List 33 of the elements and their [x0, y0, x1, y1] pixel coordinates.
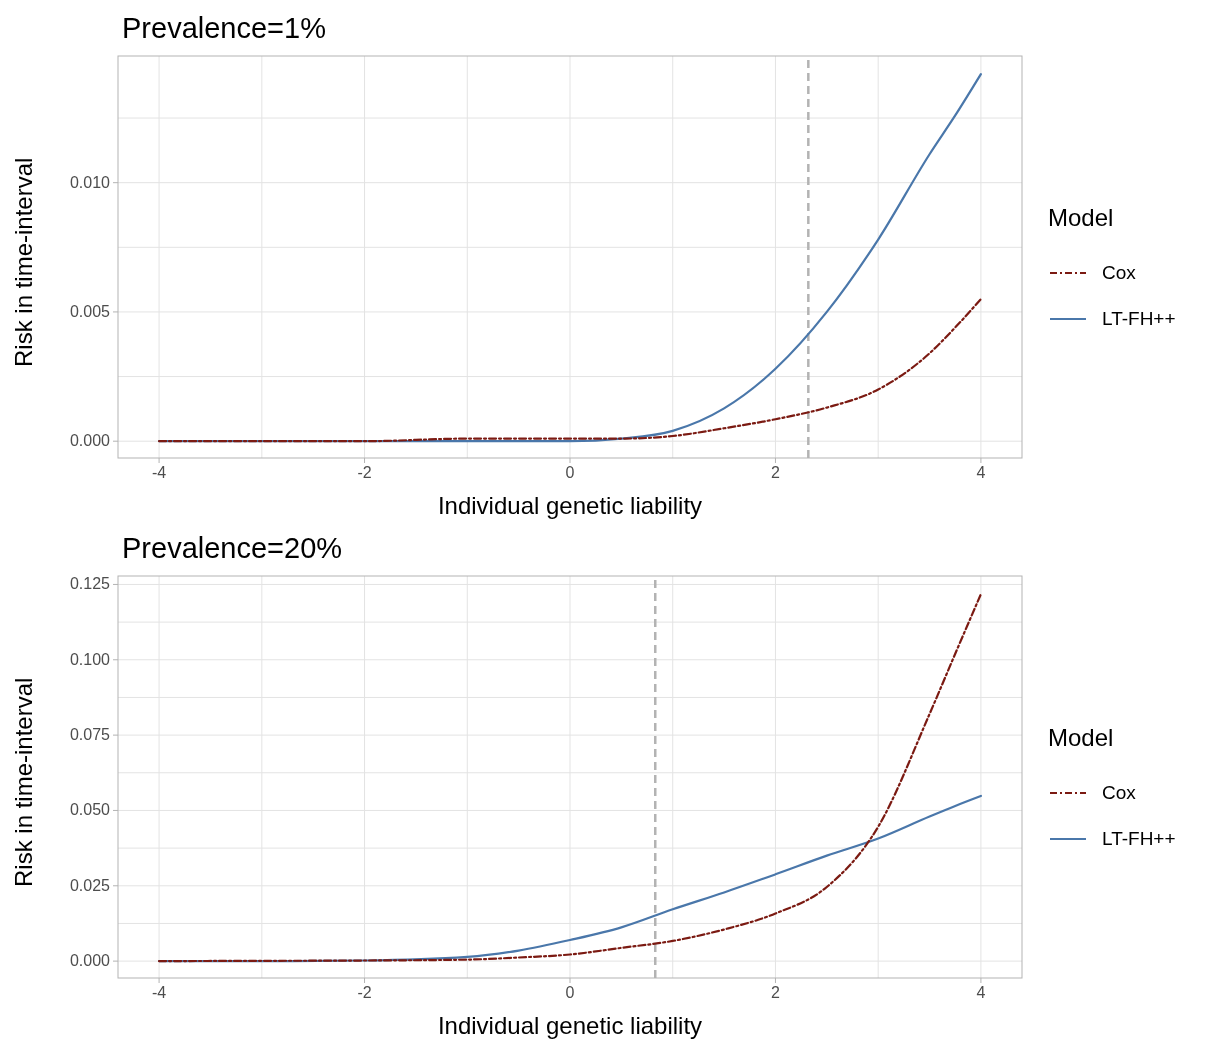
x-tick-label: -2 — [357, 464, 372, 481]
y-axis-title: Risk in time-interval — [9, 677, 37, 887]
line-series — [157, 592, 983, 963]
y-tick-label: 0.050 — [69, 801, 111, 819]
x-tick-label: 4 — [976, 984, 986, 1001]
y-tick-label: 0.000 — [69, 952, 111, 970]
x-tick-label: -4 — [151, 984, 167, 1001]
y-tick-label: 0.025 — [69, 876, 111, 894]
x-tick-label: 0 — [565, 464, 575, 481]
x-tick-label: -4 — [151, 464, 167, 481]
y-tick-label: 0.000 — [69, 432, 111, 450]
x-tick-label: 4 — [976, 464, 986, 481]
legend-title: Model — [1048, 724, 1115, 752]
y-axis-title: Risk in time-interval — [9, 157, 37, 367]
y-tick-label: 0.075 — [69, 726, 111, 744]
chart-title: Prevalence=1% — [121, 11, 327, 46]
legend-label: Cox — [1102, 782, 1136, 804]
x-tick-label: 2 — [771, 464, 780, 481]
chart-title: Prevalence=20% — [121, 531, 344, 566]
y-tick-label: 0.100 — [69, 650, 111, 668]
y-tick-label: 0.010 — [69, 173, 111, 191]
x-axis-title: Individual genetic liability — [437, 492, 703, 519]
x-axis-title: Individual genetic liability — [437, 1012, 703, 1039]
y-tick-label: 0.125 — [69, 575, 111, 593]
legend-title: Model — [1048, 204, 1115, 232]
legend-label: LT-FH++ — [1102, 308, 1176, 330]
x-tick-label: -2 — [357, 984, 372, 1001]
legend-label: LT-FH++ — [1102, 828, 1176, 850]
x-tick-label: 2 — [771, 984, 780, 1001]
line-series — [157, 297, 983, 443]
legend-label: Cox — [1102, 262, 1136, 284]
y-tick-label: 0.005 — [69, 302, 111, 320]
x-tick-label: 0 — [565, 984, 575, 1001]
